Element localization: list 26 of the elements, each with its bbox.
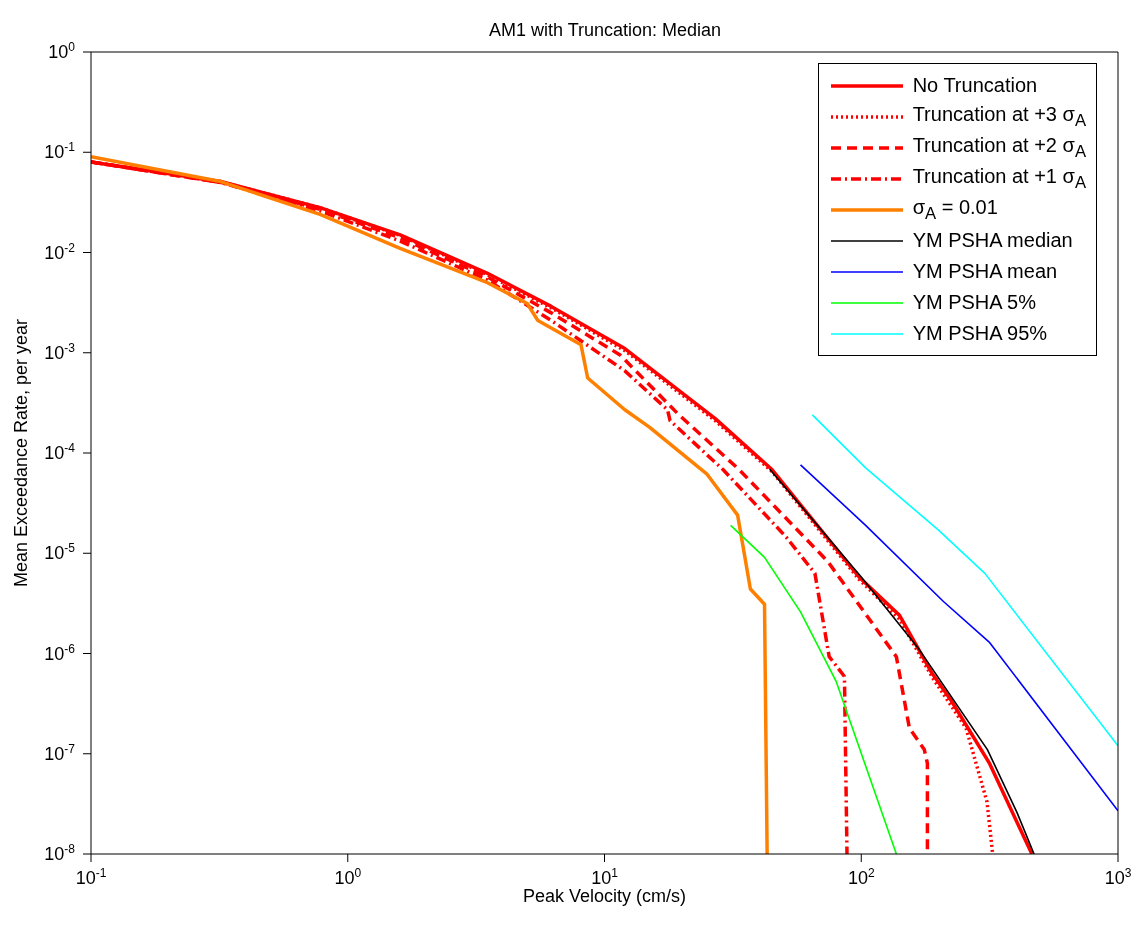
x-tick-label: 10$^{0}$ [334, 866, 362, 888]
y-tick-label: 10$^{-2}$ [44, 240, 76, 263]
legend-label: Truncation at +1 σ$_{A}$ [912, 164, 1086, 193]
legend-label: Truncation at +2 σ$_{A}$ [912, 133, 1086, 162]
y-tick-label: 10$^{-8}$ [44, 842, 76, 864]
legend-label: σ$_{A}$ = 0.01 [912, 195, 998, 224]
x-tick-label: 10$^{2}$ [847, 866, 875, 888]
y-tick-label: 10$^{-7}$ [44, 741, 76, 764]
x-tick-label: 10$^{3}$ [1104, 866, 1132, 888]
y-tick-label: 10$^{-4}$ [44, 441, 76, 463]
legend-label: YM PSHA 5% [912, 291, 1037, 314]
y-tick-label: 10$^{-3}$ [44, 340, 76, 363]
legend-label: Truncation at +3 σ$_{A}$ [912, 102, 1086, 131]
y-axis-title: Mean Exceedance Rate, per year [11, 318, 32, 588]
x-tick-label: 10$^{1}$ [591, 866, 619, 888]
x-tick-label: 10$^{-1}$ [75, 866, 107, 888]
x-axis-title: Peak Velocity (cm/s) [522, 886, 687, 906]
chart-title: AM1 with Truncation: Median [487, 20, 723, 41]
legend-label: YM PSHA median [912, 229, 1073, 252]
y-tick-label: 10$^{0}$ [48, 40, 76, 62]
y-tick-label: 10$^{-5}$ [44, 541, 76, 564]
legend-label: YM PSHA mean [912, 260, 1058, 283]
legend-label: No Truncation [912, 74, 1038, 97]
y-tick-label: 10$^{-1}$ [44, 140, 76, 163]
y-tick-label: 10$^{-6}$ [44, 641, 76, 664]
legend-label: YM PSHA 95% [912, 322, 1048, 345]
